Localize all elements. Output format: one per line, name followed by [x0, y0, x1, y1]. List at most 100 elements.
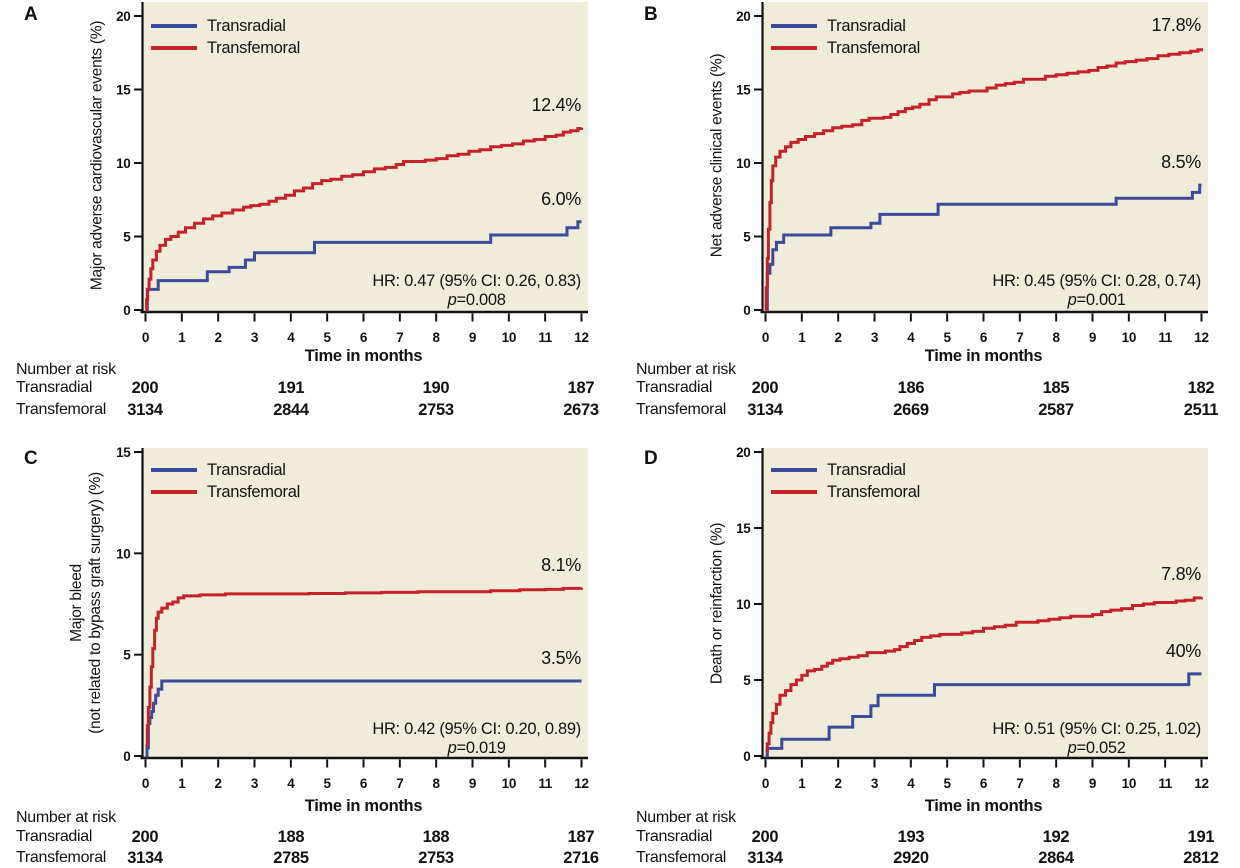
risk-value: 2753 [418, 849, 454, 867]
risk-row-label: Transradial [16, 379, 93, 396]
x-axis-title: Time in months [924, 797, 1043, 815]
y-axis-label-line: Major bleed [68, 564, 85, 642]
transfemoral-curve [145, 586, 583, 748]
legend-line-transradial-icon [771, 468, 817, 472]
svg-text:5: 5 [123, 648, 131, 663]
legend-label: Transfemoral [207, 38, 300, 57]
plot-area [141, 448, 588, 758]
svg-text:6: 6 [980, 330, 988, 345]
transradial-curve [145, 679, 582, 758]
svg-text:11: 11 [538, 330, 552, 345]
svg-text:0: 0 [123, 303, 130, 318]
svg-text:4: 4 [907, 776, 915, 791]
transradial-curve [145, 220, 582, 312]
y-axis-ticks: 0 5 10 15 20 [736, 445, 762, 764]
y-axis-ticks: 0 5 10 15 [116, 445, 142, 764]
transfemoral-curve [145, 127, 583, 312]
svg-text:6: 6 [360, 330, 368, 345]
risk-row-label: Transradial [636, 828, 713, 845]
svg-text:15: 15 [116, 83, 131, 98]
legend-row-transradial: Transradial [151, 459, 300, 481]
svg-text:3: 3 [251, 330, 259, 345]
p-value-text: p=0.019 [447, 739, 506, 757]
hr-text: HR: 0.42 (95% CI: 0.20, 0.89) [372, 720, 581, 738]
risk-value: 2785 [273, 849, 309, 867]
risk-value: 188 [277, 828, 305, 846]
svg-text:7: 7 [1016, 776, 1023, 791]
p-value-text: p=0.008 [447, 291, 506, 309]
risk-value: 3134 [127, 849, 163, 867]
legend: Transradial Transfemoral [771, 15, 920, 59]
svg-text:6: 6 [360, 776, 368, 791]
panel-c: 0 1 2 3 4 5 6 7 8 9 10 11 12 0 5 10 15 C Major bleed (not… [0, 434, 620, 868]
risk-value: 3134 [127, 401, 163, 419]
plot-area [141, 2, 588, 312]
svg-text:7: 7 [1016, 330, 1023, 345]
svg-text:0: 0 [762, 776, 769, 791]
legend-line-transradial-icon [151, 24, 197, 28]
svg-text:10: 10 [736, 597, 750, 612]
panel-letter: B [644, 4, 658, 25]
panel-letter: A [24, 4, 38, 25]
svg-text:7: 7 [396, 776, 403, 791]
svg-text:1: 1 [798, 330, 806, 345]
risk-value: 188 [422, 828, 450, 846]
hr-text: HR: 0.51 (95% CI: 0.25, 1.02) [992, 720, 1201, 738]
svg-text:5: 5 [324, 776, 332, 791]
svg-text:8: 8 [433, 330, 441, 345]
risk-value: 192 [1042, 828, 1070, 846]
legend-label: Transradial [827, 16, 906, 35]
risk-value: 2587 [1038, 401, 1074, 419]
legend-line-transradial-icon [771, 24, 817, 28]
svg-text:2: 2 [835, 776, 842, 791]
svg-text:9: 9 [1089, 776, 1096, 791]
legend-label: Transradial [827, 460, 906, 479]
panel-b: 0 1 2 3 4 5 6 7 8 9 10 11 12 0 5 10 15 20 B Net adverse c… [620, 0, 1240, 434]
svg-text:15: 15 [736, 83, 751, 98]
svg-text:0: 0 [762, 330, 769, 345]
risk-value: 2716 [563, 849, 599, 867]
svg-text:3: 3 [871, 330, 879, 345]
risk-value: 193 [897, 828, 925, 846]
svg-text:20: 20 [736, 445, 750, 460]
svg-text:9: 9 [1089, 330, 1096, 345]
number-at-risk-title: Number at risk [636, 809, 736, 826]
svg-text:2: 2 [215, 776, 222, 791]
svg-text:2: 2 [215, 330, 222, 345]
hr-annotation: HR: 0.45 (95% CI: 0.28, 0.74) p=0.001 [992, 272, 1201, 310]
svg-text:10: 10 [116, 546, 130, 561]
svg-text:2: 2 [835, 330, 842, 345]
number-at-risk-title: Number at risk [16, 809, 116, 826]
legend-label: Transfemoral [827, 482, 920, 501]
transfemoral-end-label: 7.8% [1161, 564, 1201, 585]
svg-text:5: 5 [944, 776, 952, 791]
legend-label: Transradial [207, 16, 286, 35]
p-value-text: p=0.052 [1067, 739, 1126, 757]
svg-text:0: 0 [743, 749, 750, 764]
legend-line-transfemoral-icon [771, 46, 817, 50]
risk-value: 2669 [893, 401, 929, 419]
legend-line-transfemoral-icon [151, 46, 197, 50]
transfemoral-end-label: 12.4% [531, 94, 581, 115]
legend: Transradial Transfemoral [151, 15, 300, 59]
svg-text:12: 12 [1194, 330, 1208, 345]
svg-text:5: 5 [123, 230, 131, 245]
legend-row-transfemoral: Transfemoral [151, 481, 300, 503]
svg-text:10: 10 [1122, 776, 1136, 791]
svg-text:11: 11 [538, 776, 552, 791]
svg-text:10: 10 [502, 330, 516, 345]
p-value-text: p=0.001 [1067, 291, 1126, 309]
transfemoral-end-label: 17.8% [1151, 15, 1201, 36]
y-axis-label: Net adverse clinical events (%) [708, 0, 727, 321]
svg-text:12: 12 [1194, 776, 1208, 791]
y-axis-label-line: Death or reinfarction (%) [708, 522, 726, 685]
number-at-risk-title: Number at risk [636, 361, 736, 378]
hr-text: HR: 0.45 (95% CI: 0.28, 0.74) [992, 272, 1201, 290]
legend-row-transfemoral: Transfemoral [771, 481, 920, 503]
y-axis-label: Death or reinfarction (%) [708, 439, 727, 769]
legend-line-transfemoral-icon [151, 490, 197, 494]
risk-row-label: Transradial [16, 828, 93, 845]
legend-row-transfemoral: Transfemoral [771, 37, 920, 59]
